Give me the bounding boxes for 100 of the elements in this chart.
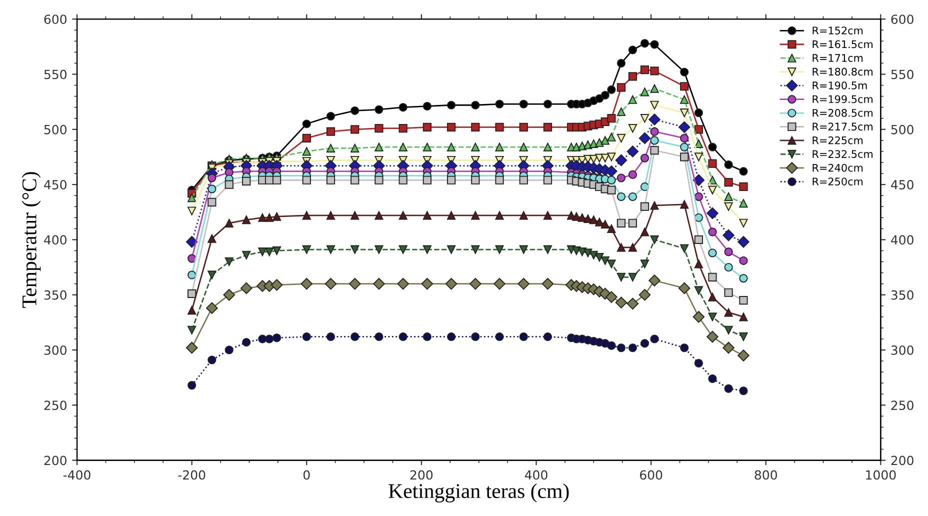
point [519,122,528,132]
point [422,142,432,152]
point [495,100,504,108]
point [446,332,456,342]
point [708,312,717,322]
point [595,218,604,226]
point [628,192,637,201]
point [186,342,198,354]
point [650,66,659,76]
point [650,84,659,93]
point [543,176,552,184]
point [421,278,434,290]
point [724,384,733,393]
point [326,211,336,220]
point [739,332,748,342]
point [638,288,651,301]
point [326,127,336,136]
point [300,278,313,290]
point [708,159,717,168]
point [724,248,733,256]
point [650,136,659,145]
point [326,332,336,342]
point [422,211,432,220]
point [724,202,733,211]
point [640,66,650,74]
point [518,278,530,290]
point [446,211,456,220]
point [708,374,717,383]
legend-label: R=240cm [812,164,863,172]
point [188,380,196,390]
point [616,192,626,201]
point [640,114,650,123]
point [188,254,196,263]
point [650,334,659,344]
point [495,211,504,220]
point [694,358,704,368]
point [650,201,659,210]
point [374,245,384,254]
y2-tick-label: 400 [891,235,914,245]
point [589,154,598,164]
point [240,282,252,294]
point [374,176,384,184]
point [398,103,408,112]
point [694,235,704,244]
x-tick-label: 0 [303,470,310,480]
point [446,245,456,254]
point [628,343,637,352]
x-tick-label: 600 [640,470,662,480]
point [495,245,504,254]
point [724,160,733,169]
point [258,248,267,256]
point [350,332,360,342]
point [628,46,637,54]
point [607,224,616,233]
point [543,211,552,220]
point [188,289,196,298]
point [519,100,528,108]
point [446,142,456,152]
point [272,334,282,342]
point [224,346,234,354]
point [694,213,704,222]
legend-label: R=171cm [812,54,863,62]
point [692,311,705,323]
point [350,211,360,220]
point [724,288,733,297]
point [694,192,704,201]
y2-tick-label: 600 [891,14,914,24]
point [738,350,750,362]
point [302,134,311,143]
point [519,142,528,152]
point [543,245,552,254]
point [326,176,336,184]
point [495,142,504,152]
point [722,229,734,242]
point [422,102,432,111]
point [302,176,311,184]
point [626,298,639,310]
point [724,178,733,187]
point [470,278,482,290]
y-tick-label: 450 [44,180,66,190]
point [650,235,659,244]
point [422,332,432,342]
point [224,180,234,189]
point [374,142,384,152]
point [628,272,637,282]
point [374,211,384,220]
point [348,278,361,290]
point [739,198,748,208]
point [606,165,618,178]
point [600,256,610,265]
y-tick-label: 300 [44,345,66,355]
point [680,142,689,152]
point [543,332,552,342]
point [607,114,616,123]
point [584,248,592,258]
point [616,107,626,116]
point [302,211,311,220]
point [724,308,733,317]
point [324,278,337,290]
point [694,125,704,134]
